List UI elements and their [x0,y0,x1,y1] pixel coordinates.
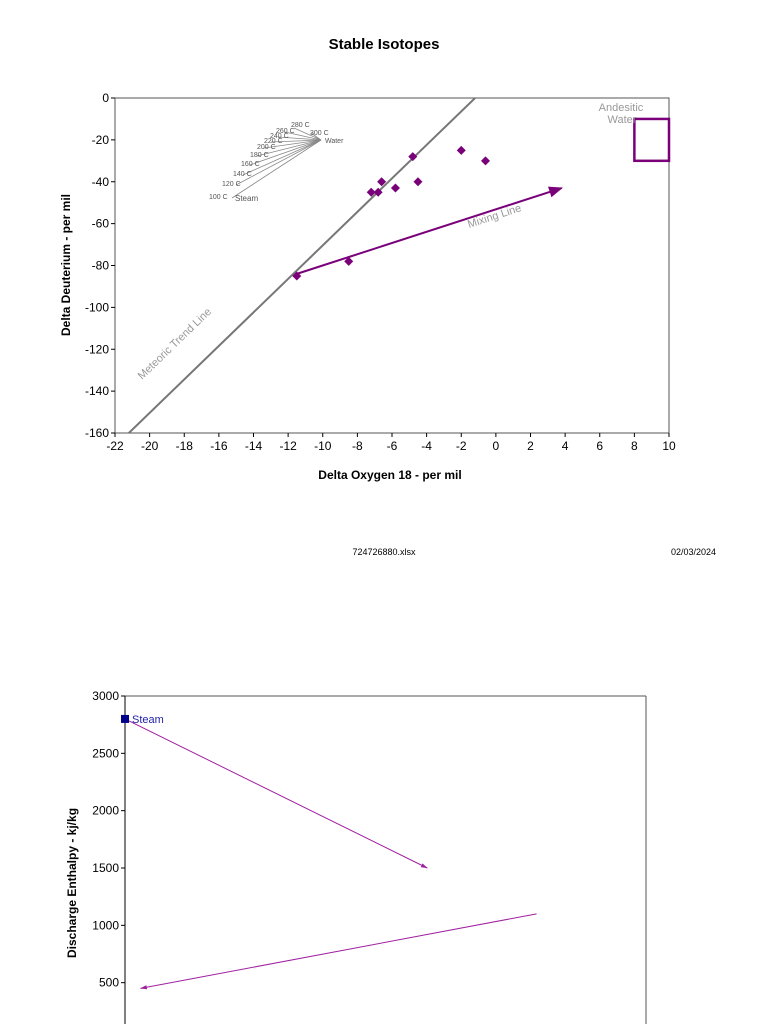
steam-point [121,714,129,723]
data-point [377,177,387,187]
steam-fan-water-label: Water [325,138,344,145]
chart1-x-axis-title: Delta Oxygen 18 - per mil [318,468,461,482]
chart1-x-tick-label: 0 [493,439,500,453]
data-point [456,145,466,155]
steam-fan-label: 260 C [276,128,295,135]
andesitic-water-label-2: Water [608,114,637,126]
chart1-y-tick-label: -140 [85,384,109,398]
chart1-y-tick-label: -20 [92,133,110,147]
chart1-x-tick-label: -8 [352,439,363,453]
chart2-y-tick-label: 1000 [92,918,119,932]
steam-fan-label: 120 C [222,181,241,188]
steam-fan-line [249,139,322,166]
mixing-line-label: Mixing Line [466,202,523,231]
steam-fan-label: 100 C [209,194,228,201]
andesitic-water-label-1: Andesitic [599,102,644,114]
steam-fan-label: 140 C [233,171,252,178]
data-point [408,152,418,162]
chart1-y-tick-label: -40 [92,175,110,189]
data-point [292,271,302,281]
chart2-y-axis-title: Discharge Enthalpy - kj/kg [65,808,79,958]
chart1-x-tick-label: 6 [596,439,603,453]
chart1-x-tick-label: -18 [176,439,194,453]
steam-fan-line [277,136,322,141]
steam-fan-line [284,131,322,141]
steam-fan-label: 220 C [264,138,283,145]
steam-fan-line [263,139,322,149]
data-point [480,156,490,166]
data-point [373,187,383,197]
chart1-x-tick-label: -4 [421,439,432,453]
chart2-y-tick-label: 1500 [92,861,119,875]
chart1-y-tick-label: -80 [92,259,110,273]
steam-fan-label: 160 C [241,161,260,168]
steam-fan-label: 300 C [310,130,329,137]
chart1-y-tick-label: -160 [85,426,109,440]
chart1-y-tick-label: 0 [102,91,109,105]
mixing-line [296,186,563,275]
chart2-arrow [139,913,537,990]
steam-fan-label: 180 C [250,152,269,159]
chart1-y-tick-label: -120 [85,342,109,356]
chart2-arrow [124,718,428,869]
chart1-x-tick-label: -2 [456,439,467,453]
meteoric-trend-line [128,98,476,433]
chart1-title: Stable Isotopes [329,36,440,53]
data-point [344,256,354,266]
chart1-x-tick-label: -20 [141,439,159,453]
chart1-x-tick-label: 4 [562,439,569,453]
chart1-x-tick-label: -22 [106,439,124,453]
chart1-y-tick-label: -60 [92,217,110,231]
chart2-y-tick-label: 2500 [92,746,119,760]
steam-fan-line [310,132,322,141]
steam-fan-label: 280 C [291,122,310,129]
data-point [390,183,400,193]
andesitic-water-box [633,117,671,163]
steam-fan-steam-label: Steam [235,194,258,203]
data-point [413,177,423,187]
footer-filename: 724726880.xlsx [352,547,416,557]
steam-fan-line [231,139,322,199]
steam-fan-line [256,139,322,157]
chart1-x-tick-label: -6 [387,439,398,453]
chart1-x-tick-label: -10 [314,439,332,453]
chart1-x-tick-label: 8 [631,439,638,453]
data-point [366,187,376,197]
chart1-x-tick-label: 10 [662,439,676,453]
chart2-y-tick-label: 2000 [92,804,119,818]
meteoric-trend-line-label: Meteoric Trend Line [136,306,214,382]
footer-date: 02/03/2024 [671,547,716,557]
chart1-x-tick-label: -12 [279,439,297,453]
chart1-y-axis-title: Delta Deuterium - per mil [59,194,73,336]
chart1-x-tick-label: -16 [210,439,228,453]
steam-point-label: Steam [132,714,164,726]
steam-fan-line [270,139,322,143]
chart1-plot-area [114,97,670,434]
chart1-x-tick-label: -14 [245,439,263,453]
steam-fan-line [235,139,322,186]
chart2-y-tick-label: 500 [99,976,119,990]
steam-fan-label: 200 C [257,144,276,151]
chart2-y-tick-label: 3000 [92,689,119,703]
chart1-x-tick-label: 2 [527,439,534,453]
steam-fan-label: 240 C [270,133,289,140]
steam-fan-line [293,127,322,141]
steam-fan-line [242,139,322,176]
chart1-y-tick-label: -100 [85,300,109,314]
